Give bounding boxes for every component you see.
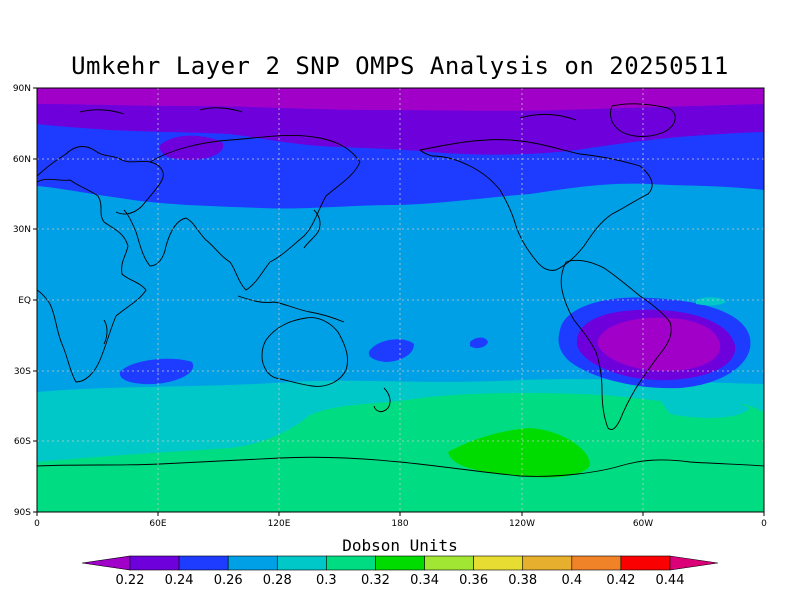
- lon-label: 120W: [509, 519, 535, 529]
- lat-axis-labels: 90N 60N 30N EQ 30S 60S 90S: [13, 84, 31, 518]
- tick-marks: [33, 87, 765, 516]
- lon-label: 0: [761, 519, 767, 529]
- graticule: [37, 88, 764, 512]
- field-patch-a: [660, 397, 750, 418]
- colorbar-swatch: [326, 555, 376, 571]
- field-patch-b: [38, 438, 76, 453]
- colorbar-swatch: [276, 555, 327, 571]
- lon-label: 0: [34, 519, 40, 529]
- lon-label: 60W: [633, 519, 653, 529]
- lat-label: EQ: [18, 296, 31, 306]
- colorbar-level-label: 0.36: [459, 573, 488, 588]
- field-patch-atl: [696, 297, 726, 306]
- coast-nz: [373, 387, 391, 413]
- coast-south-america: [560, 259, 672, 431]
- colorbar-low-arrow: [81, 555, 131, 571]
- field-sa-core: [597, 317, 721, 372]
- lat-label: 60N: [13, 155, 31, 165]
- colorbar-swatch: [129, 555, 180, 571]
- colorbar-level-label: 0.22: [116, 573, 145, 588]
- field-band-020-north: [37, 88, 764, 111]
- lon-label: 180: [391, 519, 408, 529]
- lon-label: 120E: [268, 519, 291, 529]
- colorbar-level-label: 0.42: [606, 573, 635, 588]
- field-patch-small: [470, 337, 488, 349]
- colorbar-swatch: [522, 555, 573, 571]
- colorbar-swatch: [178, 555, 229, 571]
- chart-title: Umkehr Layer 2 SNP OMPS Analysis on 2025…: [71, 52, 729, 80]
- coast-greenland: [610, 103, 676, 137]
- colorbar-swatch: [424, 555, 474, 571]
- lat-label: 90S: [14, 508, 31, 518]
- coast-africa: [37, 178, 147, 383]
- coast-arctic: [79, 107, 577, 121]
- field-band-032: [448, 428, 590, 478]
- colorbar-level-label: 0.34: [410, 573, 439, 588]
- colorbar-level-label: 0.24: [165, 573, 194, 588]
- field-blob-siberia: [159, 135, 224, 160]
- field-band-030: [37, 393, 764, 512]
- coast-australia: [261, 317, 349, 387]
- lat-label: 30N: [13, 225, 31, 235]
- colorbar: 0.22 0.24 0.26 0.28 0.3 0.32 0.34 0.36 0.38 0.4 0.…: [81, 555, 719, 588]
- colorbar-swatch: [473, 555, 524, 571]
- colorbar-level-label: 0.32: [361, 573, 390, 588]
- colorbar-level-label: 0.3: [316, 573, 337, 588]
- colorbar-swatch: [620, 555, 671, 571]
- field-patch-indian: [119, 358, 194, 385]
- coast-north-america: [419, 139, 653, 271]
- colorbar-title: Dobson Units: [342, 536, 458, 555]
- colorbar-high-arrow: [669, 555, 719, 571]
- colorbar-level-label: 0.26: [214, 573, 243, 588]
- lon-axis-labels: 0 60E 120E 180 120W 60W 0: [34, 519, 767, 529]
- coast-indonesia: [237, 295, 345, 323]
- field-patch-pacific: [368, 339, 414, 362]
- coastlines: [37, 103, 764, 477]
- colorbar-level-label: 0.28: [263, 573, 292, 588]
- coast-madagascar: [103, 319, 108, 345]
- coast-antarctica: [37, 456, 764, 477]
- lat-label: 30S: [14, 367, 31, 377]
- colorbar-swatch: [571, 555, 622, 571]
- coast-europe: [37, 146, 164, 215]
- colorbar-swatch: [227, 555, 278, 571]
- ozone-field: [37, 88, 764, 512]
- colorbar-swatch: [375, 555, 425, 571]
- lat-label: 90N: [13, 84, 31, 94]
- coast-japan: [303, 209, 321, 249]
- lon-label: 60E: [149, 519, 166, 529]
- colorbar-level-label: 0.44: [656, 573, 685, 588]
- coast-asia: [123, 134, 361, 291]
- lat-label: 60S: [14, 437, 31, 447]
- colorbar-level-label: 0.38: [508, 573, 537, 588]
- colorbar-level-label: 0.4: [561, 573, 582, 588]
